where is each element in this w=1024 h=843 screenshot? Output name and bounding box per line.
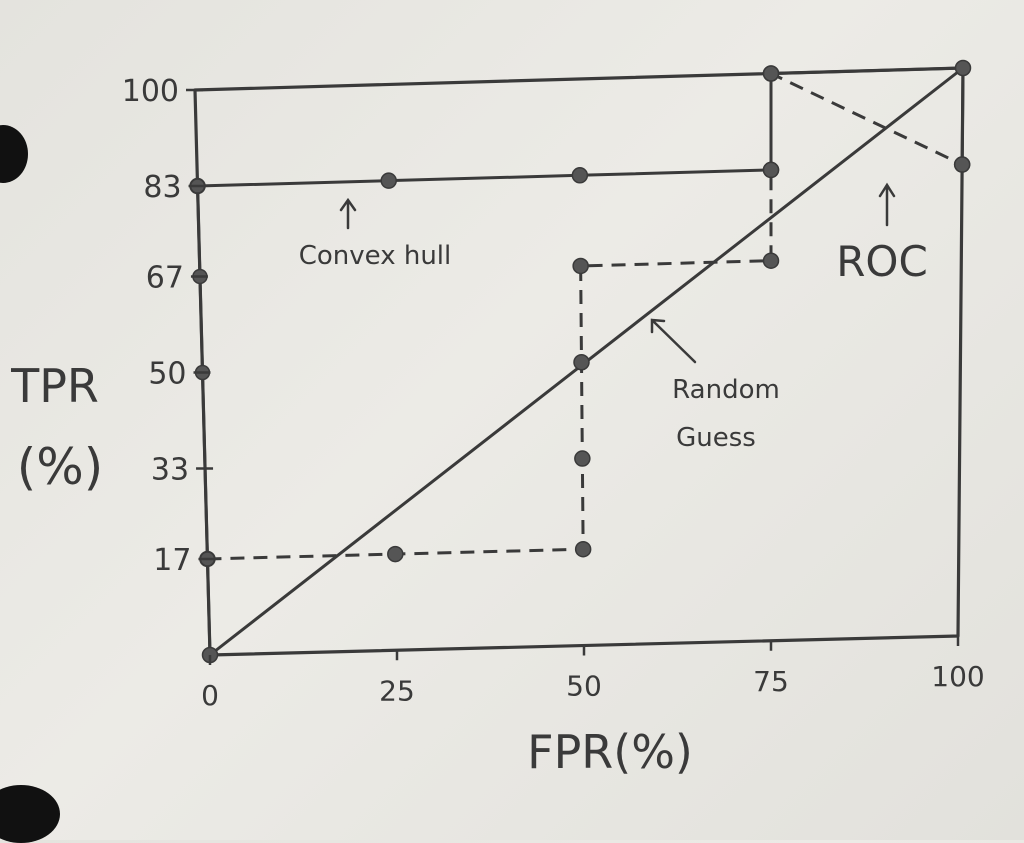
convex-hull-point [571, 167, 589, 184]
roc-point [573, 354, 590, 371]
random-guess-arrow [650, 318, 697, 364]
y-axis-label: TPR [10, 359, 99, 413]
convex-hull-line [196, 66, 965, 656]
roc-point [762, 252, 780, 269]
roc-annotation: ROC [836, 237, 928, 286]
convex-hull-arrow [339, 197, 357, 230]
convex-hull-point [953, 156, 971, 173]
y-tick-label: 67 [146, 260, 184, 295]
roc-point [572, 257, 589, 275]
y-axis-unit: (%) [17, 438, 104, 496]
convex-hull-point [380, 172, 397, 189]
random-guess-annotation-line1: Random [672, 375, 780, 405]
roc-point [387, 545, 404, 563]
y-tick-label: 17 [153, 543, 191, 578]
convex-hull-annotation: Convex hull [299, 241, 452, 271]
convex-hull-point [954, 59, 972, 77]
binder-hole-bottom [0, 785, 60, 843]
y-tick-label: 83 [143, 170, 181, 205]
ticks-layer: 0 25 50 75 100 17 33 50 67 83 100 [122, 74, 985, 712]
random-guess-annotation-line2: Guess [676, 423, 756, 453]
annotation-arrows [339, 182, 896, 364]
x-tick-label: 75 [753, 665, 789, 698]
roc-line [207, 72, 963, 561]
roc-arrow [878, 182, 896, 227]
y-tick-label: 33 [151, 453, 189, 488]
convex-hull-point [762, 161, 780, 179]
roc-point [574, 540, 592, 558]
y-tick-label: 50 [148, 357, 186, 392]
roc-point [574, 450, 591, 467]
points-layer [189, 59, 972, 664]
x-tick-label: 100 [931, 660, 984, 693]
x-tick-label: 50 [566, 670, 602, 703]
convex-hull-point [762, 65, 780, 82]
x-tick-label: 0 [201, 679, 219, 712]
x-axis-label: FPR(%) [527, 725, 693, 779]
x-tick-label: 25 [379, 674, 415, 707]
y-tick-label: 100 [122, 74, 179, 109]
